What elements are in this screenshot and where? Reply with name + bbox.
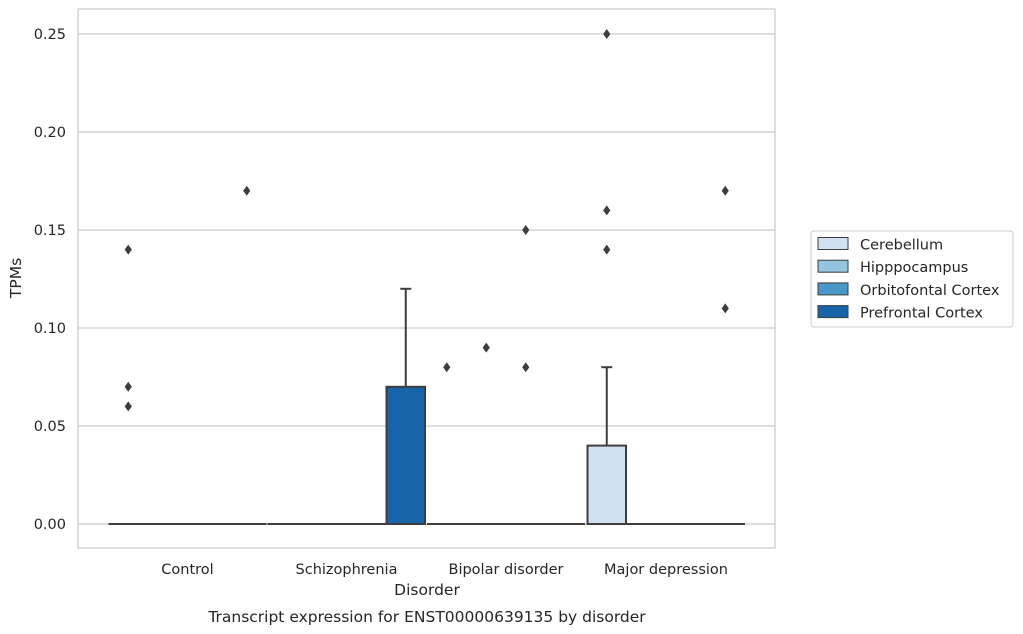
y-tick-label: 0.15 xyxy=(34,223,66,239)
box-0-2 xyxy=(427,362,467,525)
y-tick-label: 0.05 xyxy=(34,419,66,435)
x-tick-labels: Control Schizophrenia Bipolar disorder Majo… xyxy=(161,562,728,578)
legend-label: Cerebellum xyxy=(860,238,943,254)
x-tick-label: Schizophrenia xyxy=(296,562,398,578)
plot-frame xyxy=(77,8,776,549)
outlier-point xyxy=(443,362,451,373)
legend-frame xyxy=(810,230,1014,328)
legend: Cerebellum Hipppocampus Orbitofontal Corte… xyxy=(810,230,1014,328)
x-tick-label: Control xyxy=(161,562,213,578)
outlier-point xyxy=(522,225,530,235)
outlier-point xyxy=(603,205,611,216)
outlier-point xyxy=(124,401,132,412)
plot-marks xyxy=(108,29,745,526)
outlier-point xyxy=(243,185,251,196)
legend-label: Orbitofontal Cortex xyxy=(860,283,1000,299)
legend-swatch xyxy=(817,282,849,296)
y-tick-label: 0.00 xyxy=(34,517,66,533)
y-tick-labels: 0.00 0.05 0.10 0.15 0.20 0.25 xyxy=(34,27,66,533)
y-axis-title: TPMs xyxy=(7,258,25,299)
box-1-2 xyxy=(466,342,506,525)
box-body xyxy=(586,444,627,526)
box-3-0 xyxy=(227,185,267,525)
legend-swatch xyxy=(817,237,849,250)
box-3-3 xyxy=(705,185,745,525)
y-tick-label: 0.20 xyxy=(34,125,66,141)
legend-swatch xyxy=(817,259,849,273)
outlier-point xyxy=(482,342,490,353)
outlier-point xyxy=(603,244,611,255)
x-tick-label: Major depression xyxy=(604,562,728,578)
x-tick-label: Bipolar disorder xyxy=(449,562,564,578)
box-3-1 xyxy=(385,287,426,525)
y-tick-label: 0.10 xyxy=(34,321,66,337)
x-axis-title: Disorder xyxy=(394,581,460,599)
box-2-2 xyxy=(506,225,546,525)
outlier-point xyxy=(124,244,132,255)
y-tick-label: 0.25 xyxy=(34,27,66,43)
outlier-point xyxy=(603,29,611,39)
box-0-3 xyxy=(586,29,627,526)
outlier-point xyxy=(124,381,132,392)
chart-caption: Transcript expression for ENST0000063913… xyxy=(207,608,646,626)
box-body xyxy=(385,385,426,525)
legend-swatch xyxy=(817,305,849,319)
legend-label: Prefrontal Cortex xyxy=(860,306,983,322)
outlier-point xyxy=(721,185,729,196)
outlier-point xyxy=(522,362,530,373)
outlier-point xyxy=(721,303,729,314)
grid-lines xyxy=(78,33,775,525)
box-0-0 xyxy=(108,244,148,525)
legend-label: Hipppocampus xyxy=(860,260,968,276)
